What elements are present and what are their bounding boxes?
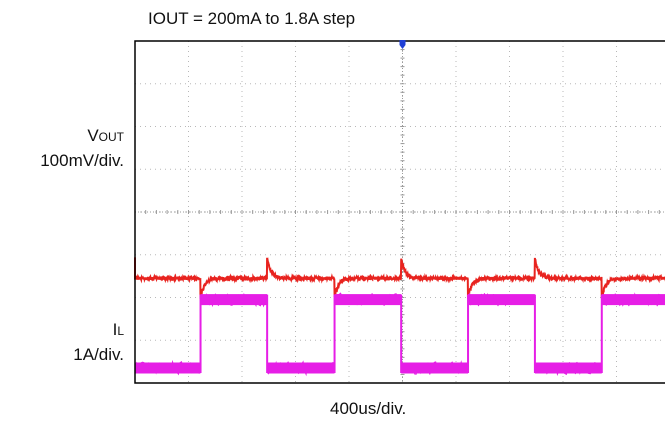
vout-scale: 100mV/div. [40,151,124,170]
grid-ticks [134,40,665,384]
il-name: IL [112,320,124,339]
il-segment [468,294,535,306]
il-noise [601,292,665,307]
il-segment [267,362,335,374]
vout-label: VOUT 100mV/div. [40,124,124,172]
il-noise [534,361,601,376]
chart-title: IOUT = 200mA to 1.8A step [148,9,356,28]
il-noise [200,292,267,308]
traces [134,257,665,377]
vout-trace [134,257,665,300]
trigger-marker [399,40,406,49]
il-noise [134,359,200,376]
il-label: IL 1A/div. [73,318,124,366]
il-segment [135,362,201,374]
il-noise [266,360,334,377]
il-scale: 1A/div. [73,345,124,364]
il-noise [334,292,402,307]
il-noise [400,360,468,375]
il-noise [467,292,535,307]
il-segment [401,362,469,374]
vout-name: VOUT [87,126,124,145]
x-axis-label: 400us/div. [330,399,407,418]
